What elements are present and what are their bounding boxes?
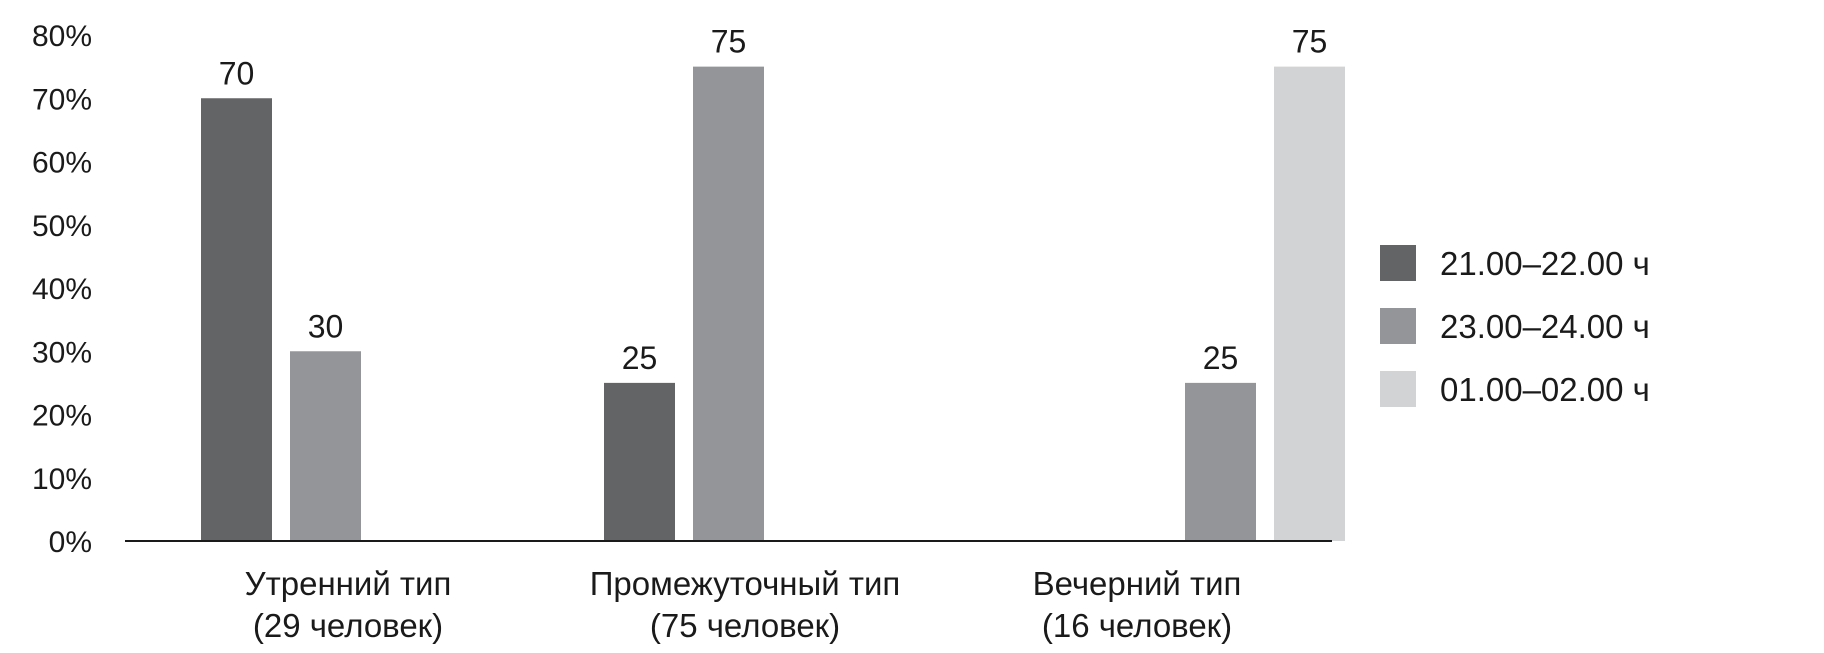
y-tick-label: 80% xyxy=(32,20,92,53)
bar xyxy=(693,66,764,541)
bar-value-label: 25 xyxy=(622,340,658,376)
bar-value-labels: 70 30 25 75 25 75 xyxy=(219,24,1328,376)
bar xyxy=(604,382,675,541)
legend-swatch xyxy=(1380,245,1416,281)
category-label: (16 человек) xyxy=(1042,607,1232,644)
bar xyxy=(201,98,272,541)
legend-label: 21.00–22.00 ч xyxy=(1440,245,1650,282)
category-label: Промежуточный тип xyxy=(590,565,901,602)
bar-value-label: 75 xyxy=(1292,24,1328,60)
y-tick-label: 0% xyxy=(49,526,92,559)
y-tick-label: 50% xyxy=(32,210,92,243)
bar-value-label: 30 xyxy=(308,308,344,344)
bar-value-label: 25 xyxy=(1203,340,1239,376)
legend: 21.00–22.00 ч 23.00–24.00 ч 01.00–02.00 ч xyxy=(1380,245,1650,408)
category-labels: Утренний тип (29 человек) Промежуточный ти… xyxy=(245,565,1242,644)
y-tick-label: 40% xyxy=(32,273,92,306)
category-label: (75 человек) xyxy=(650,607,840,644)
bar xyxy=(1185,382,1256,541)
y-tick-label: 20% xyxy=(32,400,92,433)
category-label: (29 человек) xyxy=(253,607,443,644)
bar-value-label: 75 xyxy=(711,24,747,60)
legend-swatch xyxy=(1380,371,1416,407)
y-tick-label: 60% xyxy=(32,147,92,180)
category-label: Утренний тип xyxy=(245,565,452,602)
y-tick-label: 70% xyxy=(32,83,92,116)
y-tick-label: 30% xyxy=(32,336,92,369)
bar xyxy=(1274,66,1345,541)
bars xyxy=(201,66,1345,541)
legend-label: 01.00–02.00 ч xyxy=(1440,371,1650,408)
y-tick-label: 10% xyxy=(32,463,92,496)
y-axis-ticks: 0% 10% 20% 30% 40% 50% 60% 70% 80% xyxy=(32,20,92,559)
legend-swatch xyxy=(1380,308,1416,344)
category-label: Вечерний тип xyxy=(1033,565,1242,602)
bar xyxy=(290,351,361,541)
legend-label: 23.00–24.00 ч xyxy=(1440,308,1650,345)
bar-value-label: 70 xyxy=(219,55,255,91)
